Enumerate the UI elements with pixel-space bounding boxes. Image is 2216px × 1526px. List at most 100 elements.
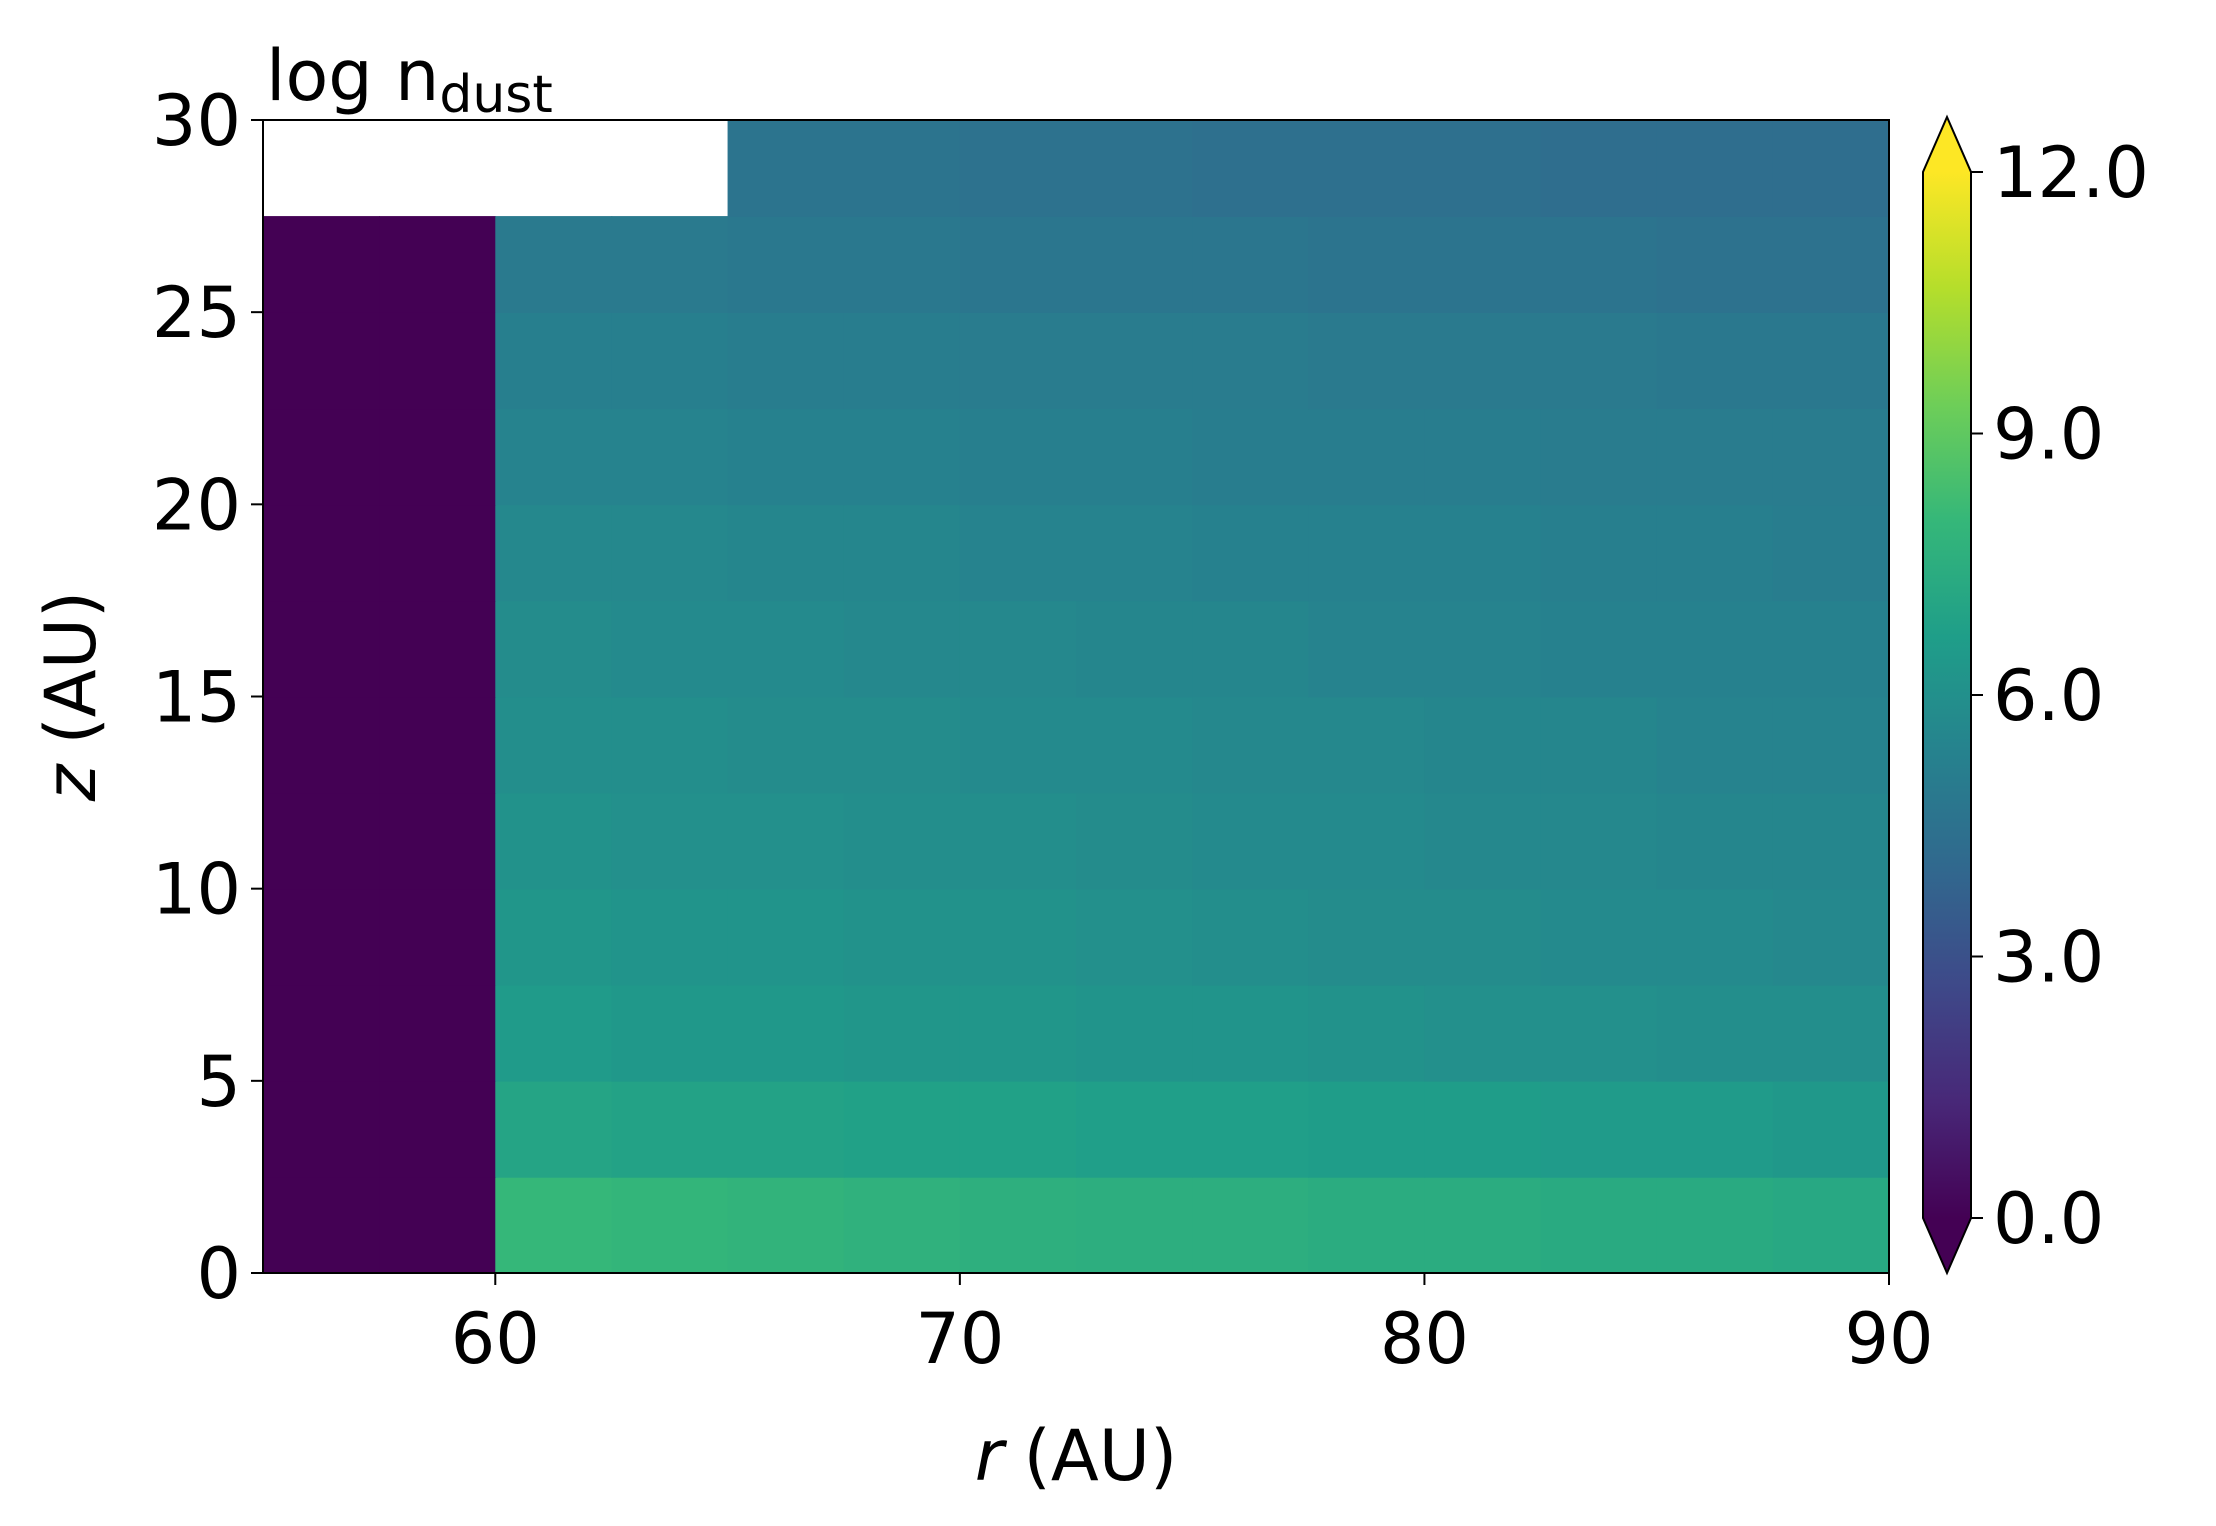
heatmap-cell [263,312,380,410]
heatmap-cell [1424,600,1542,698]
x-tick-label: 80 [1380,1298,1469,1380]
title-main: log n [266,35,439,117]
heatmap-cell [1076,600,1193,698]
heatmap-cell [843,888,961,986]
heatmap-cell [959,1080,1077,1178]
heatmap-cell [1192,696,1310,794]
x-label-symbol: r [975,1415,1008,1497]
heatmap-cell [1656,600,1774,698]
heatmap-cell [611,888,729,986]
heatmap-cell [1540,792,1658,890]
chart-title: log ndust [266,35,553,125]
heatmap-cell [727,312,845,410]
heatmap-cell [727,600,845,698]
y-tick-label: 10 [152,849,241,931]
heatmap-cell [1772,984,1890,1082]
heatmap-cell [379,216,497,313]
heatmap-cell [1308,504,1426,602]
heatmap-cell [959,504,1077,602]
heatmap-cell [843,984,961,1082]
heatmap-cell [495,1080,613,1178]
heatmap-cell [1076,120,1193,217]
heatmap-cell [1540,504,1658,602]
x-tick-label: 70 [915,1298,1004,1380]
heatmap-cell [1772,312,1890,410]
heatmap-cell [1192,120,1310,217]
heatmap-cell [727,216,845,313]
heatmap-cell [495,408,613,506]
heatmap-cell [959,312,1077,410]
heatmap-cell [1656,408,1774,506]
heatmap-cell [263,504,380,602]
heatmap-cell [1540,312,1658,410]
heatmap-cell [611,504,729,602]
heatmap-cell [1656,1080,1774,1178]
heatmap-cell [843,312,961,410]
heatmap-cell [1076,792,1193,890]
heatmap-cell [611,1080,729,1178]
heatmap-cell [1424,216,1542,313]
heatmap-cell [379,408,497,506]
heatmap-cell [727,696,845,794]
title-subscript: dust [439,65,552,125]
heatmap-cell [263,408,380,506]
heatmap-cell [1772,792,1890,890]
heatmap-cell [263,696,380,794]
heatmap-cell [727,984,845,1082]
heatmap-cell [1772,216,1890,313]
heatmap-cell [1076,1176,1193,1274]
heatmap-cell [1308,984,1426,1082]
heatmap-cell [1308,696,1426,794]
heatmap-cell [727,504,845,602]
y-label-unit: (AU) [30,591,112,745]
heatmap-cell [1308,216,1426,313]
heatmap-cell [379,504,497,602]
heatmap-cell [1656,1176,1774,1274]
y-tick-label: 0 [196,1233,241,1315]
heatmap-cell [1192,1176,1310,1274]
heatmap-cell [1308,312,1426,410]
heatmap-cell [611,408,729,506]
heatmap-cell [495,600,613,698]
heatmap-cell [379,1080,497,1178]
y-tick-label: 30 [152,80,241,162]
heatmap-cell [1308,600,1426,698]
heatmap-cell [959,888,1077,986]
heatmap-cell [727,888,845,986]
heatmap-cell [1656,888,1774,986]
heatmap-cell [263,600,380,698]
heatmap-cell [843,1080,961,1178]
heatmap-cell [1656,696,1774,794]
heatmap-cell [1076,216,1193,313]
heatmap-cell [1424,504,1542,602]
heatmap-cell [959,216,1077,313]
heatmap-cell [1424,792,1542,890]
heatmap-cell [495,216,613,313]
heatmap-cell [1656,120,1774,217]
heatmap-cell [1192,1080,1310,1178]
heatmap-cell [1308,120,1426,217]
heatmap-cell [1540,216,1658,313]
heatmap-cell [379,696,497,794]
heatmap-cell [1308,1176,1426,1274]
heatmap-cell [1424,312,1542,410]
heatmap-cell [1424,888,1542,986]
heatmap-cell [495,504,613,602]
heatmap-cell [843,504,961,602]
heatmap-cell [379,1176,497,1274]
heatmap-cell [379,792,497,890]
heatmap-cell [1076,984,1193,1082]
heatmap-cell [379,600,497,698]
y-tick-label: 20 [152,464,241,546]
heatmap-cell [495,888,613,986]
heatmap-cell [843,696,961,794]
heatmap-cell [1076,312,1193,410]
heatmap-cell [959,408,1077,506]
heatmap-cell [1772,888,1890,986]
heatmap-cell [1772,504,1890,602]
heatmap-cell [1192,792,1310,890]
colorbar-extend-bottom [1923,1218,1971,1273]
heatmap-cell [1540,1080,1658,1178]
heatmap-cell [379,312,497,410]
